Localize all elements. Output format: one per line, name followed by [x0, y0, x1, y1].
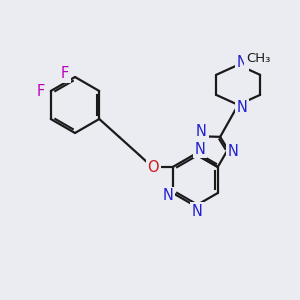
Text: N: N [227, 144, 238, 159]
Text: F: F [61, 67, 69, 82]
Text: N: N [237, 56, 248, 70]
Text: O: O [147, 160, 159, 175]
Text: N: N [192, 203, 203, 218]
Text: N: N [196, 124, 207, 139]
Text: N: N [237, 100, 248, 116]
Text: CH₃: CH₃ [246, 52, 270, 65]
Text: N: N [162, 188, 173, 203]
Text: F: F [37, 83, 45, 98]
Text: N: N [195, 142, 206, 157]
